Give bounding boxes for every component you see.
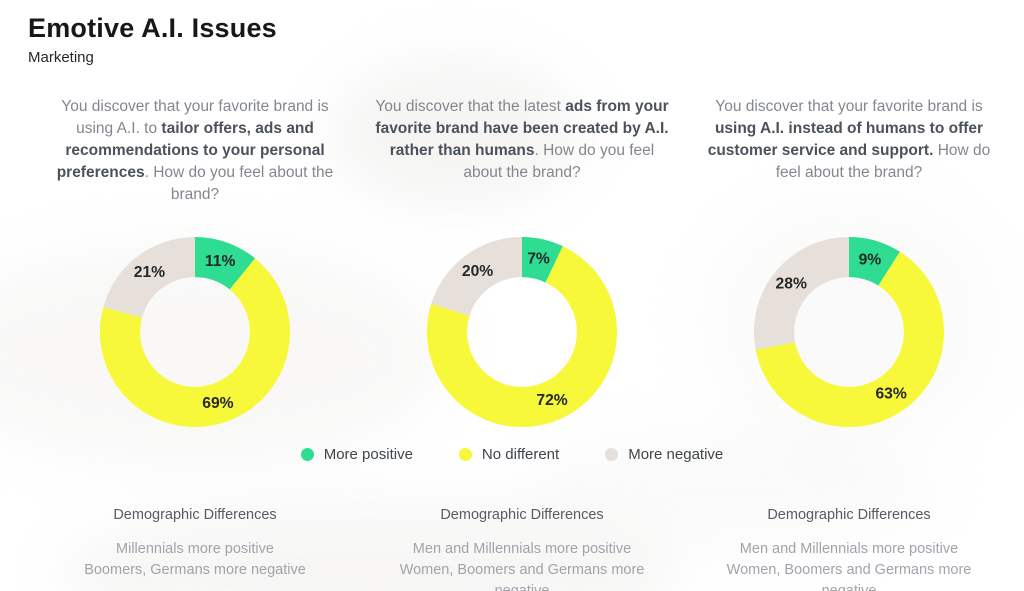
donut-value-label: 69% (202, 395, 233, 412)
donut-chart-2: 7% 72% 20% (426, 236, 618, 428)
background-texture (330, 58, 580, 208)
donut-value-label: 11% (205, 253, 236, 270)
page-title: Emotive A.I. Issues (28, 13, 277, 43)
demographics-line: Women, Boomers and Germans more negative (399, 562, 645, 591)
demographics-row: Demographic Differences Millennials more… (0, 507, 1024, 591)
donut-value-label: 9% (859, 252, 882, 269)
legend-dot-no-different-icon (458, 448, 472, 461)
legend-dot-more-positive-icon (300, 448, 314, 461)
demographics-details-3: Men and Millennials more positive Women,… (699, 539, 999, 591)
demographics-column-2: Demographic Differences Men and Millenni… (372, 507, 672, 591)
donut-value-label: 21% (134, 264, 165, 281)
demographics-column-3: Demographic Differences Men and Millenni… (699, 507, 999, 591)
legend-item-more-positive: More positive (300, 446, 413, 463)
donut-segment-more-negative (103, 236, 195, 318)
donut-value-label: 28% (776, 276, 807, 293)
background-texture (520, 430, 940, 550)
donut-segment-no-different (426, 246, 618, 428)
donut-segment-no-different (99, 258, 291, 428)
legend-label-more-positive: More positive (323, 446, 413, 463)
donut-segment-more-positive (195, 236, 256, 290)
demographics-line: Millennials more positive (116, 541, 274, 557)
survey-question-1: You discover that your favorite brand is… (56, 98, 334, 203)
donut-segment-more-positive (849, 236, 900, 286)
donut-segment-more-negative (431, 236, 522, 316)
donut-chart-wrap-1: 11% 69% 21% (45, 234, 345, 430)
page-subtitle: Marketing (28, 49, 94, 66)
legend-label-no-different: No different (481, 446, 560, 463)
donut-segment-no-different (755, 251, 945, 428)
demographics-column-1: Demographic Differences Millennials more… (45, 507, 345, 591)
donut-segment-more-positive (522, 236, 563, 283)
demographics-details-2: Men and Millennials more positive Women,… (372, 539, 672, 591)
page-header: Emotive A.I. Issues Marketing (0, 0, 1024, 66)
donut-value-label: 63% (875, 386, 906, 403)
chart-columns: You discover that your favorite brand is… (0, 96, 1024, 430)
donut-chart-3: 9% 63% 28% (753, 236, 945, 428)
donut-segment-more-negative (753, 236, 849, 350)
donut-value-label: 7% (527, 250, 550, 267)
donut-value-label: 20% (462, 263, 493, 280)
chart-column-2: You discover that the latest ads from yo… (372, 96, 672, 430)
donut-value-label: 72% (536, 392, 567, 409)
demographics-details-1: Millennials more positive Boomers, Germa… (45, 539, 345, 581)
demographics-line: Boomers, Germans more negative (84, 562, 306, 579)
donut-chart-wrap-3: 9% 63% 28% (699, 234, 999, 430)
legend-dot-more-negative-icon (605, 448, 619, 461)
chart-column-3: You discover that your favorite brand is… (699, 96, 999, 430)
legend-item-more-negative: More negative (605, 446, 723, 463)
demographics-title-3: Demographic Differences (767, 507, 931, 523)
chart-column-1: You discover that your favorite brand is… (45, 96, 345, 430)
donut-chart-1: 11% 69% 21% (99, 236, 291, 428)
demographics-title-2: Demographic Differences (440, 507, 604, 523)
demographics-line: Women, Boomers and Germans more negative (726, 562, 972, 591)
legend-item-no-different: No different (458, 446, 560, 463)
donut-chart-wrap-2: 7% 72% 20% (372, 234, 672, 430)
survey-question-3: You discover that your favorite brand is… (707, 98, 991, 181)
demographics-title-1: Demographic Differences (113, 507, 277, 523)
demographics-line: Men and Millennials more positive (412, 541, 632, 557)
survey-question-2: You discover that the latest ads from yo… (375, 98, 669, 181)
demographics-line: Men and Millennials more positive (739, 541, 959, 557)
chart-legend: More positive No different More negative (0, 446, 1024, 463)
legend-label-more-negative: More negative (628, 446, 724, 463)
